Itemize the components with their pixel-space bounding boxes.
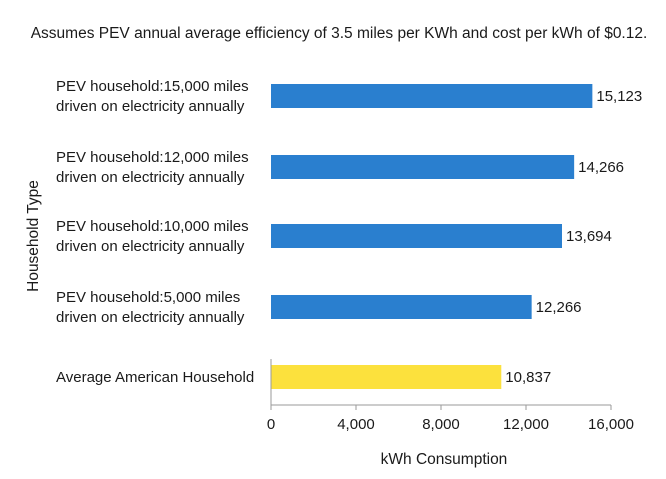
- y-axis-title: Household Type: [25, 180, 42, 292]
- value-label: 15,123: [596, 88, 642, 105]
- value-label: 14,266: [578, 159, 624, 176]
- x-tick-label: 12,000: [503, 416, 549, 433]
- bar: [271, 84, 593, 108]
- x-tick-label: 16,000: [588, 416, 634, 433]
- bar: [271, 295, 532, 319]
- value-label: 13,694: [566, 228, 612, 245]
- bars-group: [271, 84, 593, 389]
- bar: [271, 224, 562, 248]
- bar: [271, 155, 575, 179]
- x-tick-label: 4,000: [337, 416, 375, 433]
- category-label: PEV household:15,000 miles driven on elec…: [56, 78, 249, 115]
- value-labels-group: 15,123 14,266 13,694 12,266 10,837: [505, 88, 642, 386]
- value-label: 12,266: [536, 299, 582, 316]
- category-label: PEV household:12,000 miles driven on elec…: [56, 149, 249, 186]
- x-axis-title: kWh Consumption: [381, 451, 508, 468]
- category-labels-group: PEV household:15,000 miles driven on elec…: [56, 78, 254, 386]
- x-tick-label: 0: [267, 416, 275, 433]
- x-tick-label: 8,000: [422, 416, 460, 433]
- x-axis: 0 4,000 8,000 12,000 16,000: [267, 359, 634, 433]
- category-label: PEV household:10,000 miles driven on elec…: [56, 218, 249, 255]
- category-label: PEV household:5,000 miles driven on elect…: [56, 289, 245, 326]
- category-label: Average American Household: [56, 369, 254, 386]
- bar: [271, 365, 502, 389]
- y-axis-title-group: Household Type: [25, 180, 42, 292]
- chart-subtitle: Assumes PEV annual average efficiency of…: [31, 25, 648, 42]
- value-label: 10,837: [505, 369, 551, 386]
